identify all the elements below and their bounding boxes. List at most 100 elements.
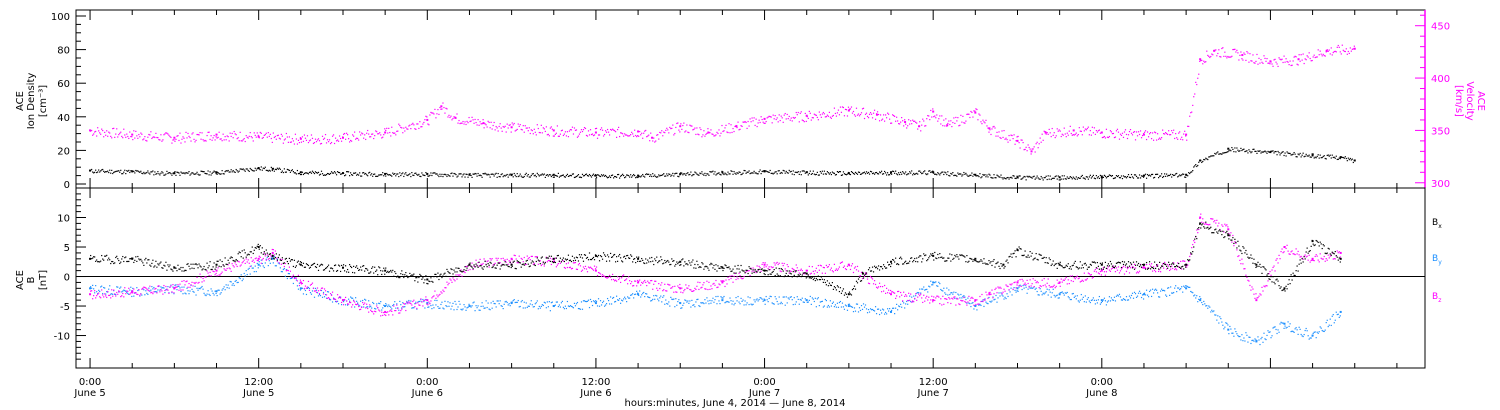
density-sample	[1065, 178, 1067, 180]
velocity-sample	[489, 127, 491, 129]
velocity-sample	[281, 135, 283, 137]
velocity-point	[257, 135, 260, 138]
bz-sample	[369, 304, 371, 306]
bz-sample	[276, 260, 278, 262]
density-sample	[202, 171, 204, 173]
bz-sample	[823, 267, 825, 269]
density-sample	[1213, 155, 1215, 157]
bz-sample	[893, 292, 895, 294]
velocity-sample	[1004, 138, 1006, 140]
bz-sample	[863, 275, 866, 278]
velocity-sample	[330, 141, 333, 144]
velocity-sample	[294, 133, 297, 135]
by-sample	[911, 296, 913, 298]
velocity-sample	[864, 113, 867, 115]
velocity-sample	[1230, 56, 1232, 58]
bz-sample	[116, 291, 118, 294]
by-sample	[632, 293, 634, 295]
by-sample	[1040, 290, 1042, 292]
bz-sample	[625, 279, 627, 281]
bz-sample	[189, 286, 191, 288]
bz-sample	[574, 261, 577, 264]
velocity-sample	[752, 120, 754, 122]
velocity-sample	[518, 125, 520, 127]
density-sample	[578, 176, 581, 178]
density-sample	[369, 171, 371, 173]
velocity-sample	[295, 138, 298, 140]
velocity-sample	[1125, 133, 1128, 136]
density-sample	[635, 177, 637, 179]
density-sample	[1055, 175, 1057, 177]
bz-sample	[285, 270, 287, 272]
by-sample	[934, 281, 936, 284]
by-sample	[608, 303, 611, 305]
velocity-sample	[674, 132, 676, 135]
by-sample	[103, 286, 105, 289]
density-sample	[863, 171, 866, 173]
density-sample	[1263, 151, 1265, 153]
by-sample	[705, 302, 707, 304]
velocity-point	[1072, 129, 1075, 132]
by-sample	[980, 304, 982, 307]
by-sample	[1057, 297, 1059, 299]
bz-sample	[260, 262, 262, 264]
by-sample	[684, 299, 686, 301]
velocity-sample	[164, 133, 166, 135]
by-sample	[1177, 287, 1179, 289]
by-sample	[566, 300, 569, 303]
by-sample	[466, 307, 468, 309]
velocity-sample	[874, 118, 877, 120]
bz-sample	[795, 264, 797, 266]
velocity-sample	[355, 138, 357, 140]
by-sample	[798, 303, 800, 305]
velocity-sample	[1333, 50, 1335, 53]
by-sample	[459, 303, 461, 305]
by-sample	[1286, 326, 1288, 328]
bz-sample	[240, 264, 242, 266]
density-sample	[1323, 155, 1325, 157]
bz-sample	[832, 271, 835, 273]
density-sample	[451, 172, 453, 174]
density-sample	[383, 175, 385, 177]
density-sample	[141, 172, 143, 174]
density-sample	[1352, 161, 1354, 164]
bz-sample	[889, 292, 891, 294]
by-sample	[376, 303, 378, 305]
density-sample	[1174, 174, 1176, 176]
density-sample	[791, 173, 793, 175]
bz-sample	[436, 294, 438, 296]
by-sample	[381, 309, 383, 311]
by-sample	[1323, 330, 1325, 333]
velocity-sample	[329, 142, 332, 145]
density-sample	[1353, 159, 1355, 161]
by-sample	[357, 302, 359, 304]
velocity-sample	[729, 132, 731, 134]
bz-point	[988, 293, 991, 296]
velocity-sample	[998, 131, 1000, 133]
by-sample	[1095, 299, 1097, 301]
by-sample	[967, 297, 969, 299]
density-sample	[127, 170, 129, 172]
bz-sample	[499, 262, 501, 264]
by-sample	[394, 301, 396, 303]
by-sample	[254, 265, 256, 267]
by-sample	[127, 292, 129, 295]
by-sample	[1298, 326, 1300, 328]
by-sample	[780, 301, 782, 303]
velocity-sample	[802, 119, 804, 122]
by-sample	[650, 300, 652, 302]
by-sample	[1169, 294, 1171, 296]
density-sample	[818, 174, 820, 176]
bz-point	[271, 251, 274, 254]
density-sample	[167, 172, 169, 175]
density-sample	[310, 172, 313, 174]
by-sample	[134, 292, 136, 294]
density-sample	[887, 172, 889, 174]
velocity-sample	[826, 114, 828, 116]
velocity-sample	[256, 132, 258, 134]
by-sample	[871, 308, 874, 311]
by-sample	[1011, 294, 1013, 296]
velocity-sample	[203, 140, 205, 142]
by-sample	[1152, 292, 1155, 294]
density-sample	[358, 174, 360, 176]
